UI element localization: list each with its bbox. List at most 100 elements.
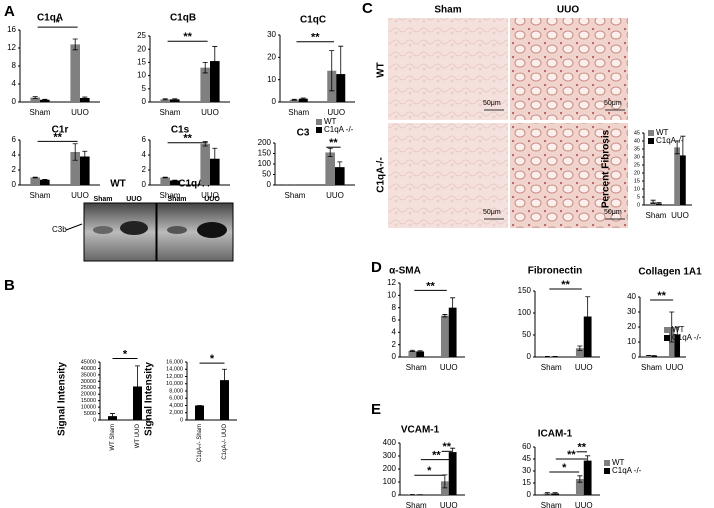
histology-image (388, 123, 508, 228)
y-tick-label: 0 (142, 180, 147, 189)
panel-label: B (4, 277, 15, 294)
y-tick-label: 12 (387, 278, 396, 287)
bar (583, 316, 592, 357)
blot-group: WT (110, 179, 126, 190)
x-tick-label: WT UUO (135, 424, 141, 449)
legend-swatch (316, 119, 322, 125)
bar (160, 99, 170, 102)
y-tick-label: 4 (12, 79, 17, 88)
bar (195, 405, 204, 420)
x-tick-label: Sham (541, 363, 562, 372)
y-tick-label: 45 (522, 454, 531, 463)
y-tick-label: 0 (12, 180, 17, 189)
chart-title: VCAM-1 (401, 425, 440, 436)
y-tick-label: 2 (12, 165, 17, 174)
y-tick-label: 4 (392, 327, 397, 336)
legend-swatch (604, 468, 610, 474)
chart-title: α-SMA (389, 266, 421, 277)
bar (30, 97, 40, 102)
scale-bar (484, 109, 625, 220)
y-tick-label: 20 (634, 170, 640, 176)
error-bar (450, 297, 456, 318)
scale-label: 50μm (483, 209, 501, 216)
error-bar (212, 147, 218, 170)
significance-label: ** (53, 131, 62, 143)
error-bar (72, 38, 78, 51)
x-tick-label: Sham (160, 191, 181, 200)
x-tick-label: UUO (671, 211, 689, 220)
bar (289, 99, 299, 102)
legend-swatch (648, 130, 654, 136)
x-tick-label: Sham (641, 363, 662, 372)
scale-label: 50μm (483, 100, 501, 107)
chart-title: Fibronectin (528, 266, 582, 277)
bar (325, 152, 335, 185)
band-arrow (65, 223, 83, 231)
significance-label: * (210, 353, 215, 365)
legend-label: C1qA -/- (672, 333, 702, 342)
error-bar (202, 62, 208, 74)
bar (210, 158, 220, 185)
x-tick-label: Sham (406, 363, 427, 372)
significance-label: ** (443, 441, 452, 453)
error-bar (338, 45, 344, 103)
legend-swatch (648, 138, 654, 144)
y-tick-label: 200 (383, 464, 397, 473)
x-tick-label: C1qA-/- UUO (222, 424, 228, 460)
x-tick-label: UUO (201, 191, 219, 200)
y-axis-label: Signal Intensity (144, 362, 155, 436)
legend-label: WT (612, 458, 625, 467)
significance-label: ** (432, 450, 441, 462)
significance-label: ** (311, 32, 320, 44)
x-tick-label: Sham (406, 501, 427, 508)
legend-label: WT (672, 325, 685, 334)
histology-image (510, 123, 628, 228)
y-tick-label: 0 (632, 352, 637, 361)
y-tick-label: 16 (7, 25, 16, 34)
bar (448, 307, 457, 357)
bar (70, 44, 80, 102)
histology-image (388, 18, 508, 120)
x-tick-label: UUO (440, 501, 458, 508)
y-tick-label: 2 (142, 165, 147, 174)
legend-swatch (664, 327, 670, 333)
x-tick-label: WT Sham (110, 424, 116, 451)
bar (575, 348, 584, 357)
error-bar (552, 492, 558, 495)
y-tick-label: 30 (267, 30, 276, 39)
y-tick-label: 8 (392, 303, 397, 312)
y-axis-label: Percent Fibrosis (601, 129, 612, 208)
error-bar (585, 455, 591, 466)
y-tick-label: 10 (267, 75, 276, 84)
x-tick-label: UUO (575, 363, 593, 372)
y-tick-label: 0 (93, 417, 96, 423)
blot-group: C1qA-/- (178, 179, 214, 190)
error-bar (32, 176, 38, 179)
y-tick-label: 16,000 (166, 359, 183, 365)
bar (170, 99, 180, 102)
panel-label: C (362, 0, 373, 17)
error-bar (669, 311, 675, 343)
error-bar (417, 350, 423, 353)
y-tick-label: 8 (12, 61, 17, 70)
y-tick-label: 0 (392, 490, 397, 499)
bar (200, 143, 210, 185)
bar (448, 452, 457, 495)
panel-label: E (371, 401, 381, 418)
error-bar (172, 179, 178, 182)
y-tick-label: 10,000 (166, 381, 183, 387)
significance-label: ** (183, 31, 192, 43)
y-tick-label: 35 (634, 146, 640, 152)
bar (680, 155, 686, 205)
legend-label: WT (324, 117, 337, 126)
bar (220, 380, 229, 420)
y-tick-label: 100 (383, 477, 397, 486)
y-tick-label: 0 (527, 490, 532, 499)
x-tick-label: UUO (71, 191, 89, 200)
x-tick-label: Sham (160, 108, 181, 117)
error-bar (32, 96, 38, 99)
bar (160, 177, 170, 185)
y-tick-label: 5 (142, 84, 147, 93)
y-tick-label: 4 (142, 150, 147, 159)
